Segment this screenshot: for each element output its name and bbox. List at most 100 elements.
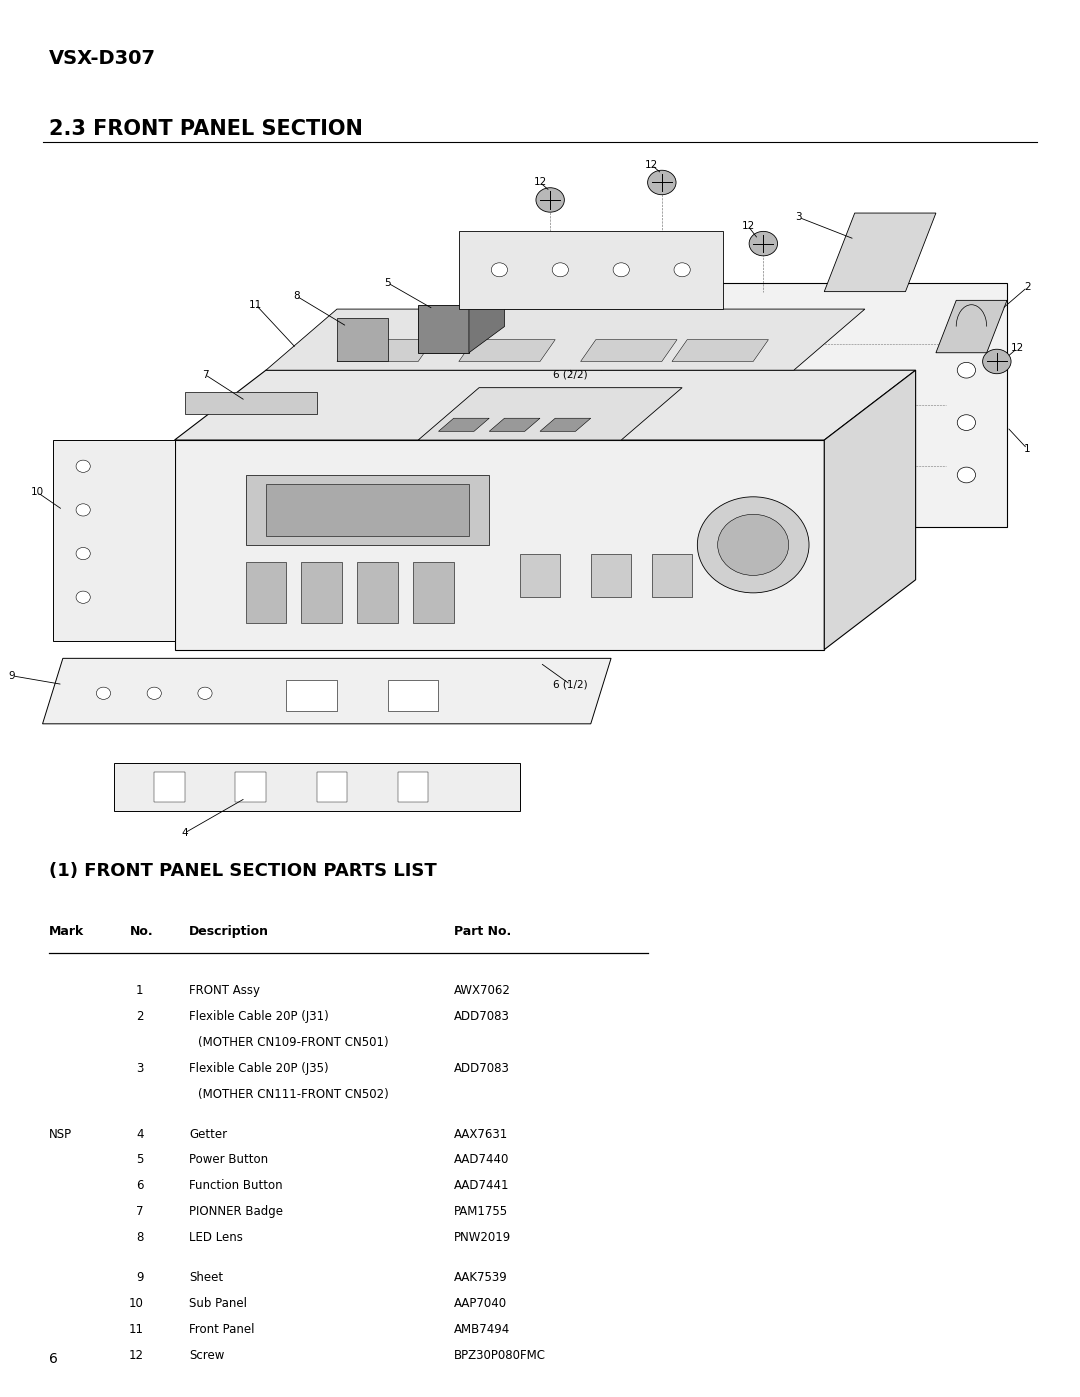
Polygon shape	[316, 771, 347, 802]
Circle shape	[147, 687, 161, 700]
Polygon shape	[337, 319, 388, 362]
Polygon shape	[185, 393, 316, 414]
Polygon shape	[540, 418, 591, 432]
Polygon shape	[53, 440, 175, 641]
Text: AAD7440: AAD7440	[454, 1154, 509, 1166]
Text: 12: 12	[645, 161, 659, 170]
Circle shape	[198, 687, 212, 700]
Text: (1) FRONT PANEL SECTION PARTS LIST: (1) FRONT PANEL SECTION PARTS LIST	[49, 862, 436, 880]
Polygon shape	[175, 370, 916, 440]
Circle shape	[96, 687, 110, 700]
Text: 2.3 FRONT PANEL SECTION: 2.3 FRONT PANEL SECTION	[49, 119, 363, 138]
Polygon shape	[824, 370, 916, 650]
Text: Sheet: Sheet	[189, 1271, 224, 1284]
Text: 2: 2	[136, 1010, 144, 1023]
Text: 12: 12	[534, 177, 546, 187]
Circle shape	[957, 415, 975, 430]
Text: (MOTHER CN109-FRONT CN501): (MOTHER CN109-FRONT CN501)	[198, 1037, 389, 1049]
Text: 10: 10	[31, 488, 44, 497]
Text: 6: 6	[136, 1179, 144, 1192]
Polygon shape	[337, 339, 433, 362]
Circle shape	[750, 232, 778, 256]
Polygon shape	[459, 231, 723, 309]
Text: Flexible Cable 20P (J31): Flexible Cable 20P (J31)	[189, 1010, 328, 1023]
Text: AMB7494: AMB7494	[454, 1323, 510, 1336]
Polygon shape	[413, 563, 454, 623]
Polygon shape	[235, 771, 266, 802]
Text: VSX-D307: VSX-D307	[49, 49, 156, 68]
Text: 3: 3	[796, 212, 802, 222]
Text: 7: 7	[136, 1206, 144, 1218]
Polygon shape	[286, 680, 337, 711]
Polygon shape	[113, 763, 519, 812]
Polygon shape	[245, 563, 286, 623]
Polygon shape	[438, 418, 489, 432]
Text: 12: 12	[129, 1348, 144, 1362]
Polygon shape	[600, 282, 1007, 528]
Text: 9: 9	[136, 1271, 144, 1284]
Polygon shape	[418, 388, 683, 440]
Text: Function Button: Function Button	[189, 1179, 283, 1192]
Text: Part No.: Part No.	[454, 925, 511, 937]
Circle shape	[76, 591, 91, 604]
Text: 12: 12	[742, 221, 755, 231]
Text: 10: 10	[129, 1296, 144, 1310]
Polygon shape	[672, 339, 769, 362]
Text: (MOTHER CN111-FRONT CN502): (MOTHER CN111-FRONT CN502)	[198, 1088, 389, 1101]
Text: 6 (1/2): 6 (1/2)	[553, 679, 588, 690]
Text: ADD7083: ADD7083	[454, 1010, 510, 1023]
Polygon shape	[824, 214, 936, 292]
Circle shape	[674, 263, 690, 277]
Text: AAK7539: AAK7539	[454, 1271, 508, 1284]
Text: 6: 6	[49, 1352, 57, 1366]
Text: 1: 1	[1024, 444, 1030, 454]
Text: PIONNER Badge: PIONNER Badge	[189, 1206, 283, 1218]
Text: Mark: Mark	[49, 925, 84, 937]
Circle shape	[552, 263, 568, 277]
Text: 1: 1	[136, 985, 144, 997]
Text: Screw: Screw	[189, 1348, 225, 1362]
Text: 3: 3	[136, 1062, 144, 1074]
Text: 6 (2/2): 6 (2/2)	[553, 370, 588, 380]
Circle shape	[957, 467, 975, 483]
Circle shape	[76, 460, 91, 472]
Text: 11: 11	[129, 1323, 144, 1336]
Polygon shape	[469, 278, 504, 353]
Polygon shape	[357, 563, 397, 623]
Text: 4: 4	[181, 828, 188, 838]
Text: 4: 4	[136, 1127, 144, 1140]
Polygon shape	[418, 305, 469, 353]
Polygon shape	[388, 680, 438, 711]
Polygon shape	[154, 771, 185, 802]
Text: 9: 9	[9, 671, 15, 680]
Polygon shape	[489, 418, 540, 432]
Polygon shape	[591, 553, 632, 598]
Polygon shape	[519, 553, 561, 598]
Circle shape	[648, 170, 676, 194]
Text: Description: Description	[189, 925, 269, 937]
Polygon shape	[397, 771, 429, 802]
Text: ADD7083: ADD7083	[454, 1062, 510, 1074]
Circle shape	[957, 319, 975, 334]
Text: No.: No.	[130, 925, 153, 937]
Text: Flexible Cable 20P (J35): Flexible Cable 20P (J35)	[189, 1062, 328, 1074]
Polygon shape	[936, 300, 1007, 353]
Text: Power Button: Power Button	[189, 1154, 268, 1166]
Polygon shape	[175, 440, 824, 650]
Polygon shape	[266, 309, 865, 370]
Text: 7: 7	[202, 370, 208, 380]
Polygon shape	[651, 553, 692, 598]
Text: Getter: Getter	[189, 1127, 227, 1140]
Text: 2: 2	[1024, 282, 1030, 292]
Text: LED Lens: LED Lens	[189, 1231, 243, 1243]
Text: AAX7631: AAX7631	[454, 1127, 508, 1140]
Circle shape	[76, 548, 91, 560]
Text: 11: 11	[249, 300, 262, 310]
Text: 8: 8	[293, 291, 299, 300]
Circle shape	[613, 263, 630, 277]
Circle shape	[698, 497, 809, 592]
Circle shape	[983, 349, 1011, 373]
Text: FRONT Assy: FRONT Assy	[189, 985, 260, 997]
Text: PAM1755: PAM1755	[454, 1206, 508, 1218]
Polygon shape	[266, 483, 469, 536]
